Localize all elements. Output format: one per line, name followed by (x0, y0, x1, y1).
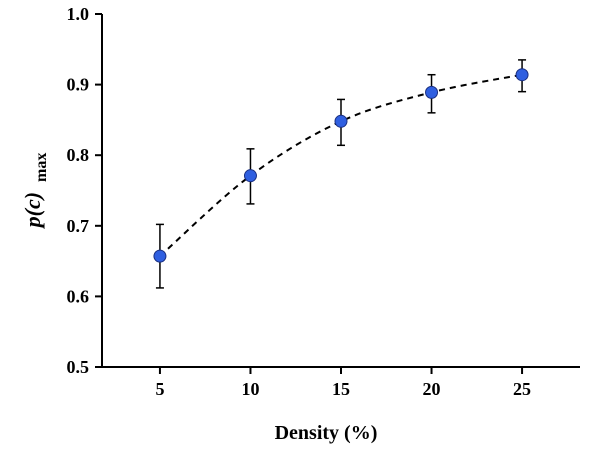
x-axis-title: Density (%) (275, 422, 378, 444)
data-point (243, 169, 257, 183)
data-point (515, 68, 529, 82)
x-axis: 5 10 15 20 25 (102, 366, 580, 399)
x-tick-label: 20 (423, 379, 441, 399)
y-tick-label: 0.6 (67, 286, 90, 306)
y-axis: 0.5 0.6 0.7 0.8 0.9 1.0 (67, 4, 103, 377)
x-tick-label: 10 (241, 379, 259, 399)
y-ticks: 0.5 0.6 0.7 0.8 0.9 1.0 (67, 4, 102, 377)
x-tick-label: 25 (513, 379, 531, 399)
x-tick-label: 5 (155, 379, 164, 399)
y-tick-label: 1.0 (67, 4, 90, 24)
y-tick-label: 0.9 (67, 75, 90, 95)
y-axis-title: p(c) max (20, 153, 50, 230)
y-tick-label: 0.7 (67, 216, 90, 236)
x-tick-label: 15 (332, 379, 350, 399)
plot-area (153, 59, 529, 289)
x-ticks: 5 10 15 20 25 (155, 367, 531, 399)
y-axis-title-sub: max (33, 153, 50, 182)
data-point (153, 249, 167, 263)
y-tick-label: 0.5 (67, 357, 90, 377)
data-point (334, 114, 348, 128)
y-tick-label: 0.8 (67, 145, 90, 165)
y-axis-title-main: p(c) (20, 192, 45, 229)
data-point (425, 85, 439, 99)
